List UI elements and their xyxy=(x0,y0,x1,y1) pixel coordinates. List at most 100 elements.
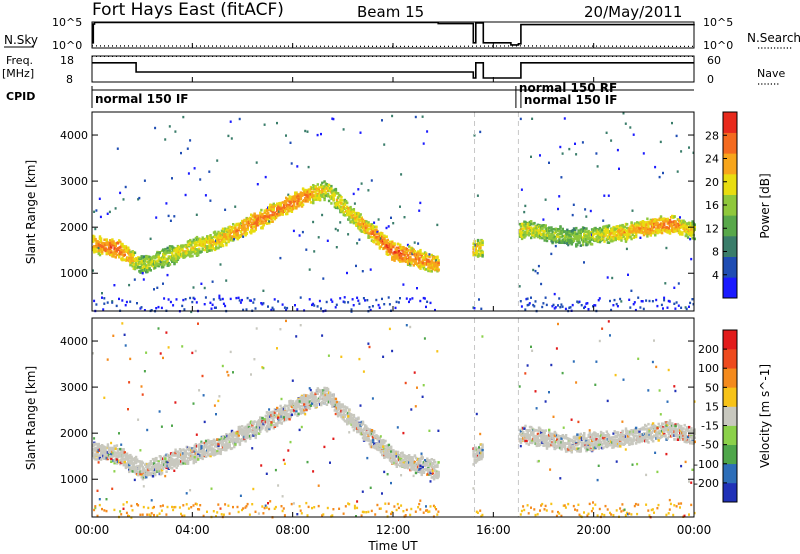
scatter-cell xyxy=(360,230,363,233)
scatter-cell xyxy=(308,190,312,194)
scatter-cell xyxy=(97,252,100,255)
scatter-cell xyxy=(189,296,192,300)
scatter-cell xyxy=(366,230,369,234)
scatter-cell xyxy=(526,229,529,233)
scatter-cell xyxy=(93,210,96,213)
scatter-cell xyxy=(387,225,390,228)
scatter-cell xyxy=(167,298,170,301)
scatter-cell xyxy=(198,241,201,244)
scatter-cell xyxy=(305,248,308,251)
scatter-cell xyxy=(204,237,208,241)
scatter-cell xyxy=(165,202,168,205)
scatter-cell xyxy=(104,249,107,253)
scatter-cell xyxy=(423,297,426,300)
scatter-cell xyxy=(138,196,141,200)
scatter-cell xyxy=(127,458,130,461)
scatter-cell xyxy=(253,212,256,216)
scatter-cell xyxy=(422,296,425,300)
scatter-cell xyxy=(587,229,590,233)
scatter-cell xyxy=(148,263,151,266)
scatter-cell xyxy=(239,429,243,433)
scatter-cell xyxy=(227,239,230,243)
scatter-cell xyxy=(189,139,192,142)
scatter-cell xyxy=(406,243,409,247)
scatter-cell xyxy=(329,189,332,192)
scatter-cell xyxy=(123,250,126,253)
scatter-cell xyxy=(124,248,128,252)
scatter-cell xyxy=(207,438,210,442)
scatter-cell xyxy=(143,260,147,263)
scatter-cell xyxy=(174,448,177,452)
scatter-cell xyxy=(533,305,536,308)
scatter-cell xyxy=(215,306,217,309)
scatter-cell xyxy=(642,152,645,155)
scatter-cell xyxy=(130,516,133,519)
scatter-cell xyxy=(561,152,564,155)
scatter-cell xyxy=(133,478,136,482)
scatter-cell xyxy=(142,278,145,281)
scatter-cell xyxy=(206,249,209,253)
scatter-cell xyxy=(257,219,261,223)
scatter-cell xyxy=(272,308,275,311)
scatter-cell xyxy=(94,505,97,508)
scatter-cell xyxy=(639,236,642,239)
scatter-cell xyxy=(351,298,354,301)
scatter-cell xyxy=(294,199,297,203)
scatter-cell xyxy=(662,307,664,310)
scatter-cell xyxy=(183,251,186,255)
scatter-cell xyxy=(576,300,579,303)
scatter-cell xyxy=(631,209,634,212)
scatter-cell xyxy=(422,142,425,145)
scatter-cell xyxy=(181,345,184,348)
scatter-cell xyxy=(388,240,392,244)
scatter-cell xyxy=(187,446,191,450)
scatter-cell xyxy=(383,234,386,238)
scatter-cell xyxy=(168,465,172,468)
scatter-cell xyxy=(181,304,184,308)
scatter-cell xyxy=(115,458,119,461)
scatter-cell xyxy=(393,242,396,245)
scatter-cell xyxy=(167,346,170,349)
scatter-cell xyxy=(650,229,654,232)
scatter-cell xyxy=(110,251,113,255)
cpid-segment-label: normal 150 RF xyxy=(519,81,617,95)
scatter-cell xyxy=(651,300,654,303)
scatter-cell xyxy=(169,300,172,304)
scatter-cell xyxy=(668,231,672,235)
scatter-cell xyxy=(191,241,194,244)
scatter-cell xyxy=(642,233,646,237)
scatter-cell xyxy=(318,198,322,201)
scatter-cell xyxy=(182,115,185,119)
scatter-cell xyxy=(356,296,359,299)
scatter-cell xyxy=(629,225,632,228)
scatter-cell xyxy=(242,220,245,224)
scatter-cell xyxy=(187,448,191,452)
scatter-cell xyxy=(198,249,201,252)
scatter-cell xyxy=(190,449,193,452)
scatter-cell xyxy=(245,232,248,236)
scatter-cell xyxy=(666,306,669,309)
scatter-cell xyxy=(125,501,128,504)
scatter-cell xyxy=(198,389,201,392)
scatter-cell xyxy=(159,505,162,508)
scatter-cell xyxy=(120,513,123,516)
scatter-cell xyxy=(548,231,551,235)
scatter-cell xyxy=(550,226,553,229)
scatter-cell xyxy=(187,243,191,246)
scatter-cell xyxy=(116,248,120,251)
scatter-cell xyxy=(330,202,333,205)
scatter-cell xyxy=(426,130,429,133)
scatter-cell xyxy=(228,443,231,446)
scatter-cell xyxy=(273,298,276,301)
scatter-cell xyxy=(638,223,641,227)
scatter-cell xyxy=(221,441,225,445)
scatter-cell xyxy=(417,255,420,258)
scatter-cell xyxy=(590,233,593,236)
scatter-cell xyxy=(151,264,155,268)
scatter-cell xyxy=(390,249,393,253)
scatter-cell xyxy=(395,248,398,251)
scatter-cell xyxy=(584,229,587,232)
scatter-cell xyxy=(677,304,680,307)
scatter-cell xyxy=(343,301,346,304)
scatter-cell xyxy=(158,467,161,471)
